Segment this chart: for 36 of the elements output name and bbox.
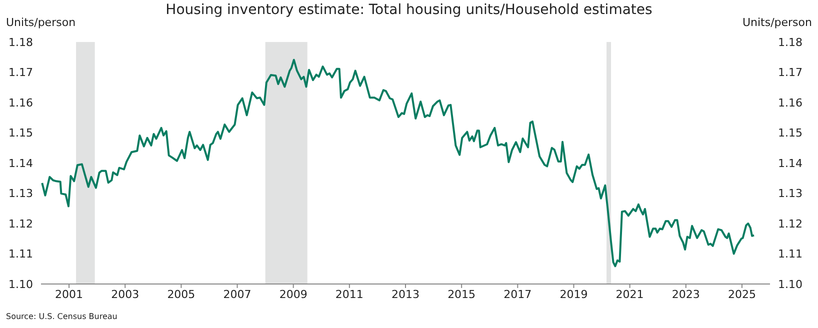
- y2-tick-label: 1.14: [778, 156, 802, 170]
- source-note: Source: U.S. Census Bureau: [6, 312, 118, 321]
- x-tick-label: 2001: [55, 288, 84, 301]
- y-tick-label: 1.16: [8, 96, 33, 110]
- y2-tick-label: 1.10: [778, 278, 802, 291]
- chart-title: Housing inventory estimate: Total housing units/Household estimates: [166, 2, 652, 18]
- x-tick-label: 2015: [448, 288, 476, 301]
- y-tick-label: 1.13: [8, 187, 33, 200]
- y2-tick-label: 1.12: [778, 217, 802, 230]
- x-tick-label: 2025: [728, 288, 756, 301]
- x-tick-label: 2003: [111, 288, 140, 301]
- y2-tick-label: 1.11: [778, 248, 802, 261]
- y-tick-label: 1.11: [8, 248, 33, 261]
- y-tick-label: 1.15: [8, 126, 33, 140]
- y2-tick-label: 1.16: [778, 96, 802, 110]
- x-tick-label: 2019: [560, 288, 588, 301]
- y-tick-label: 1.12: [8, 217, 33, 230]
- x-tick-label: 2011: [335, 288, 364, 301]
- y2-tick-label: 1.18: [778, 36, 802, 49]
- y-tick-label: 1.18: [8, 36, 33, 49]
- x-tick-label: 2007: [223, 288, 252, 301]
- x-tick-label: 2009: [279, 288, 308, 301]
- y-axis-title: Units/person: [6, 16, 76, 29]
- x-tick-label: 2023: [672, 288, 700, 301]
- y2-tick-label: 1.13: [778, 187, 802, 200]
- y2-tick-label: 1.15: [778, 126, 802, 140]
- x-tick-label: 2017: [504, 288, 532, 301]
- y-tick-label: 1.17: [8, 66, 33, 80]
- x-tick-label: 2005: [167, 288, 196, 301]
- y-tick-label: 1.14: [8, 156, 33, 170]
- y-tick-label: 1.10: [8, 278, 33, 291]
- x-tick-label: 2021: [616, 288, 644, 301]
- x-tick-label: 2013: [392, 288, 420, 301]
- line-series: [41, 58, 756, 268]
- y2-axis-title: Units/person: [742, 16, 812, 29]
- y2-tick-label: 1.17: [778, 66, 802, 80]
